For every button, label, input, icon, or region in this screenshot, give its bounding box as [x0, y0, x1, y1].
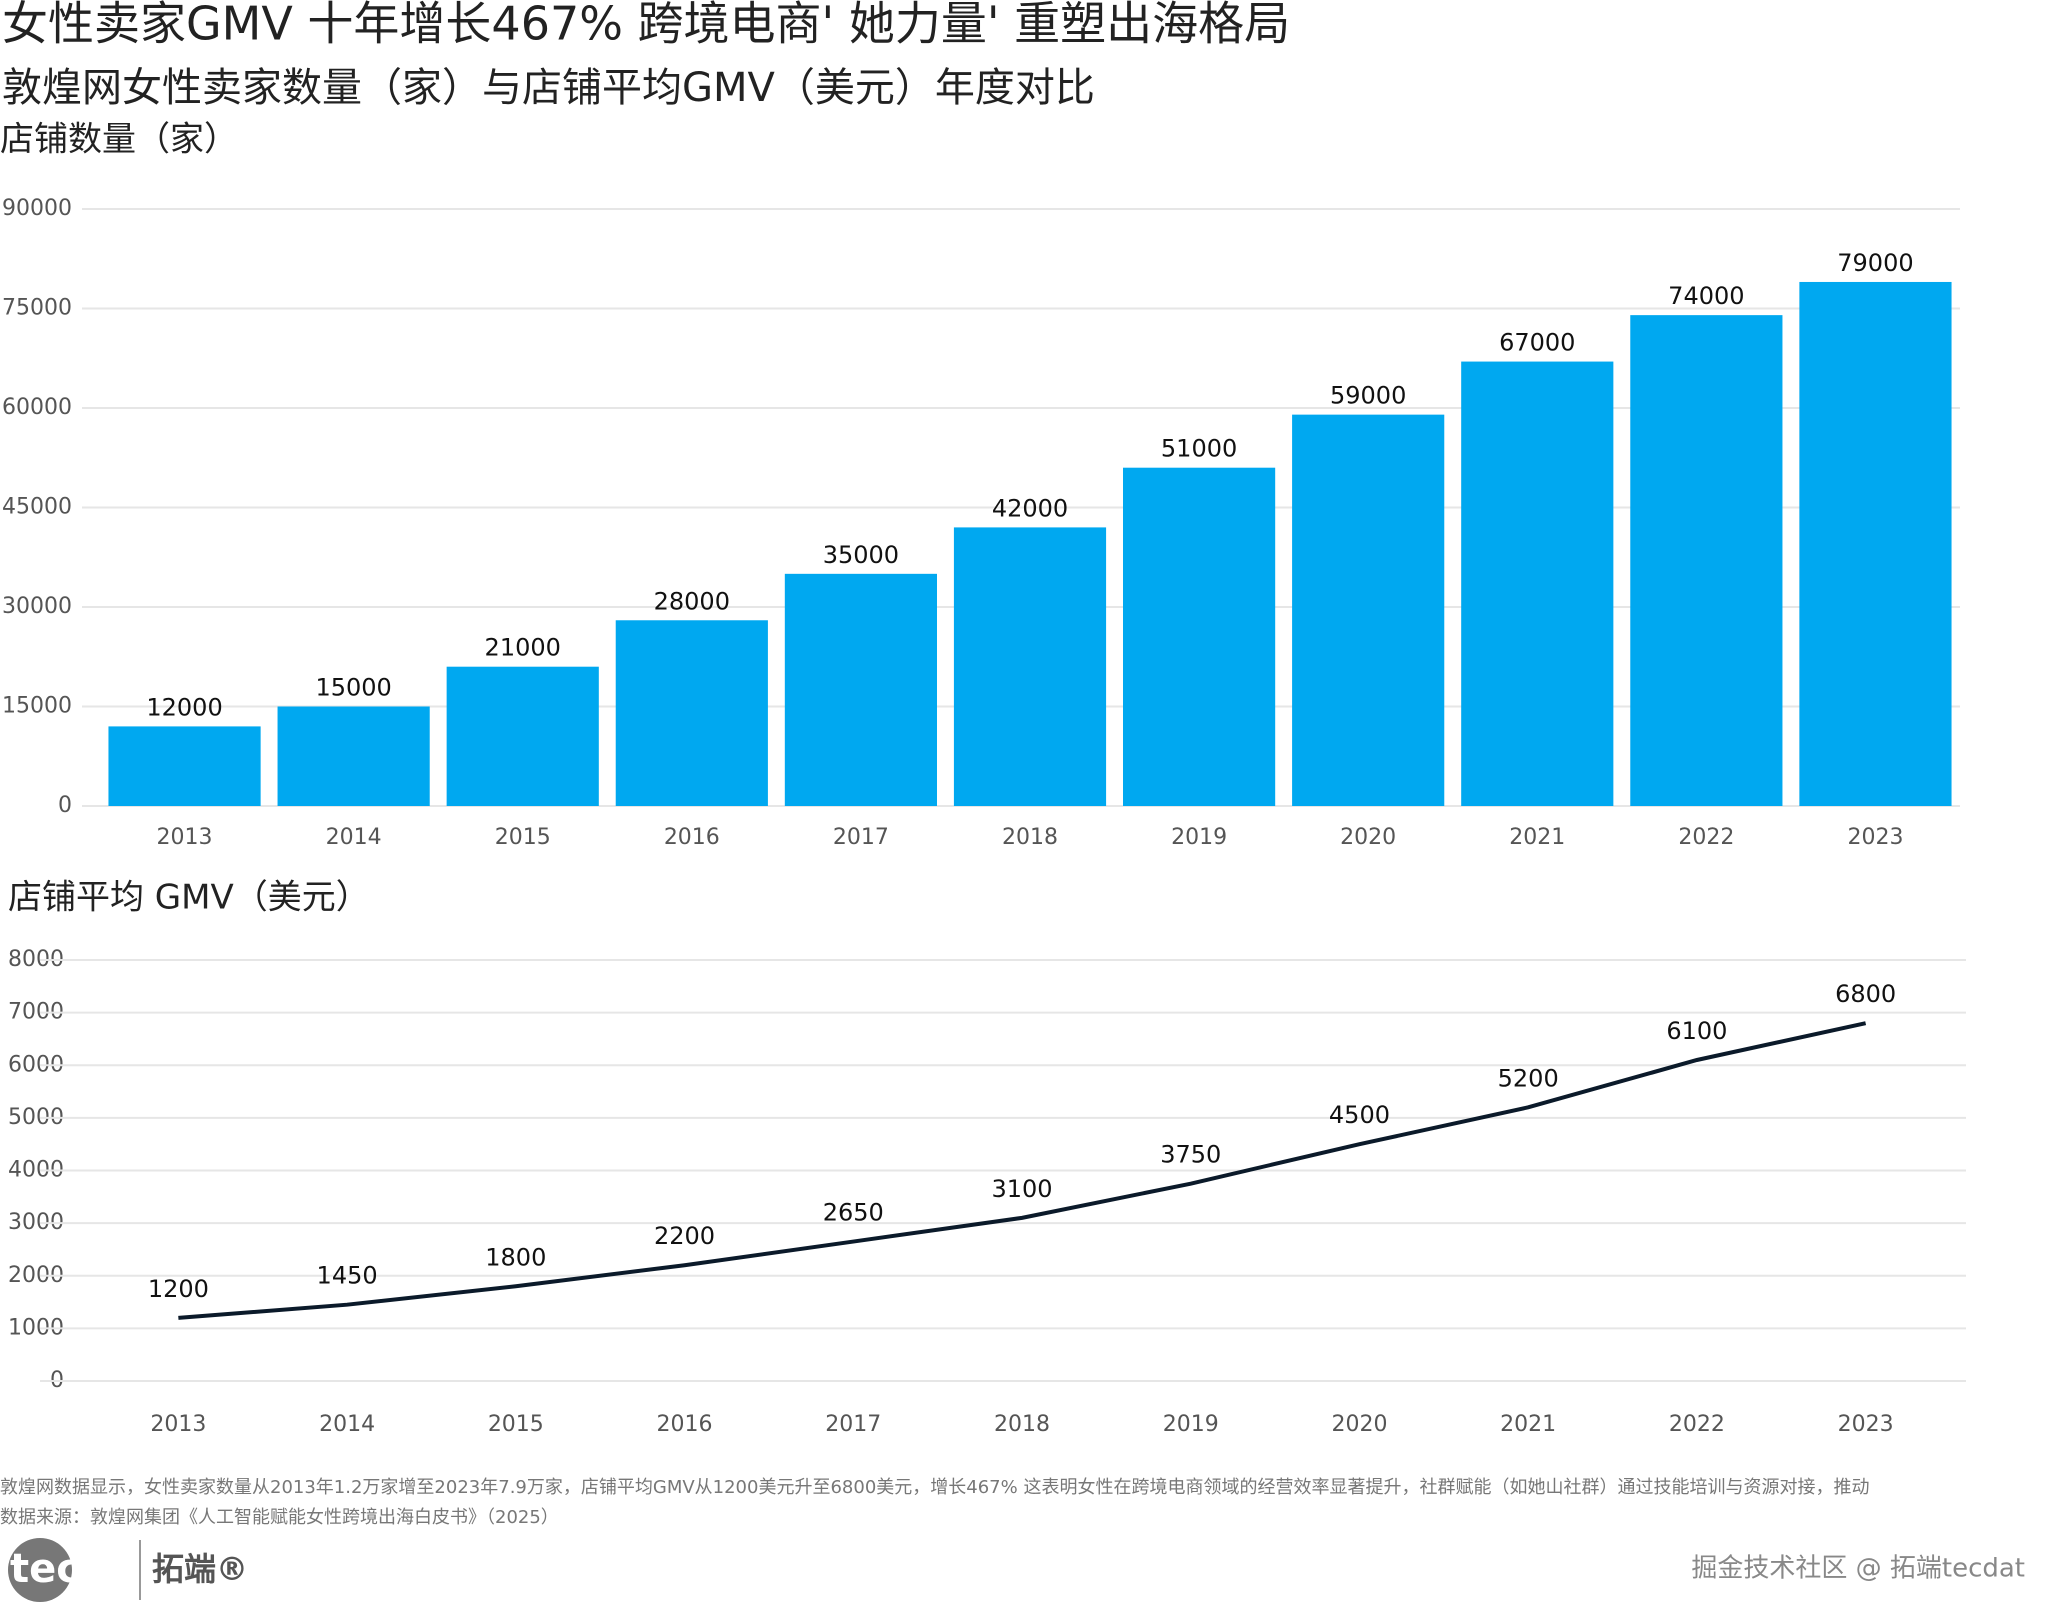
data-label: 5200 — [1498, 1064, 1559, 1092]
chart-title: 店铺数量（家） — [0, 120, 238, 160]
data-label: 2200 — [654, 1222, 715, 1250]
y-tick-label: 0 — [58, 793, 72, 818]
y-tick-label: 45000 — [2, 495, 72, 520]
line — [178, 1021, 1867, 1320]
data-label: 1450 — [317, 1262, 378, 1290]
x-tick-label: 2018 — [994, 1412, 1050, 1437]
y-tick-label: 15000 — [2, 694, 72, 719]
data-label: 12000 — [146, 693, 222, 721]
data-label: 6800 — [1835, 980, 1896, 1008]
bar — [277, 706, 430, 806]
y-tick-label: 75000 — [2, 296, 72, 321]
footnote: 敦煌网数据显示，女性卖家数量从2013年1.2万家增至2023年7.9万家，店铺… — [0, 1477, 1869, 1498]
x-tick-label: 2023 — [1838, 1412, 1894, 1437]
x-tick-label: 2022 — [1669, 1412, 1725, 1437]
brand: tecdat — [10, 1546, 155, 1592]
x-tick-label: 2015 — [488, 1412, 544, 1437]
x-tick-label: 2015 — [495, 825, 551, 850]
data-label: 3100 — [991, 1175, 1052, 1203]
bar — [108, 726, 261, 806]
bar — [615, 620, 768, 806]
bar — [1461, 361, 1614, 806]
logo-circle — [8, 1538, 72, 1602]
data-label: 6100 — [1666, 1017, 1727, 1045]
bar — [446, 666, 599, 806]
data-label: 15000 — [315, 674, 391, 702]
x-tick-label: 2023 — [1847, 825, 1903, 850]
data-label: 2650 — [823, 1199, 884, 1227]
x-tick-label: 2013 — [150, 1412, 206, 1437]
data-label: 3750 — [1160, 1141, 1221, 1169]
x-tick-label: 2014 — [326, 825, 382, 850]
x-tick-label: 2013 — [157, 825, 213, 850]
page-title: 女性卖家GMV 十年增长467% 跨境电商' 她力量' 重塑出海格局 — [2, 0, 1290, 51]
data-label: 35000 — [823, 541, 899, 569]
watermark: 掘金技术社区 @ 拓端tecdat — [1691, 1554, 2025, 1584]
x-tick-label: 2019 — [1163, 1412, 1219, 1437]
x-tick-label: 2017 — [833, 825, 889, 850]
x-tick-label: 2016 — [657, 1412, 713, 1437]
page-subtitle: 敦煌网女性卖家数量（家）与店铺平均GMV（美元）年度对比 — [2, 65, 1095, 111]
data-label: 51000 — [1161, 435, 1237, 463]
x-tick-label: 2017 — [825, 1412, 881, 1437]
data-label: 4500 — [1329, 1101, 1390, 1129]
data-label: 1800 — [485, 1243, 546, 1271]
x-tick-label: 2021 — [1500, 1412, 1556, 1437]
data-label: 21000 — [485, 634, 561, 662]
y-tick-label: 30000 — [2, 594, 72, 619]
bar — [1630, 315, 1783, 806]
data-label: 59000 — [1330, 382, 1406, 410]
x-tick-label: 2020 — [1331, 1412, 1387, 1437]
x-tick-label: 2021 — [1509, 825, 1565, 850]
data-label: 67000 — [1499, 329, 1575, 357]
data-label: 28000 — [654, 587, 730, 615]
bar — [1292, 414, 1445, 806]
x-tick-label: 2020 — [1340, 825, 1396, 850]
data-label: 79000 — [1837, 249, 1913, 277]
bar — [1799, 281, 1952, 806]
bar — [1123, 467, 1276, 806]
x-tick-label: 2014 — [319, 1412, 375, 1437]
data-label: 1200 — [148, 1275, 209, 1303]
x-tick-label: 2022 — [1678, 825, 1734, 850]
y-tick-label: 60000 — [2, 395, 72, 420]
chart-title: 店铺平均 GMV（美元） — [8, 878, 370, 918]
y-tick-label: 90000 — [2, 196, 72, 221]
data-label: 42000 — [992, 494, 1068, 522]
data-label: 74000 — [1668, 282, 1744, 310]
x-tick-label: 2018 — [1002, 825, 1058, 850]
source: 数据来源：敦煌网集团《人工智能赋能女性跨境出海白皮书》（2025） — [0, 1507, 559, 1528]
x-tick-label: 2016 — [664, 825, 720, 850]
bar — [953, 527, 1107, 806]
x-tick-label: 2019 — [1171, 825, 1227, 850]
brand-cn: 拓端® — [152, 1550, 248, 1588]
bar — [784, 573, 937, 806]
